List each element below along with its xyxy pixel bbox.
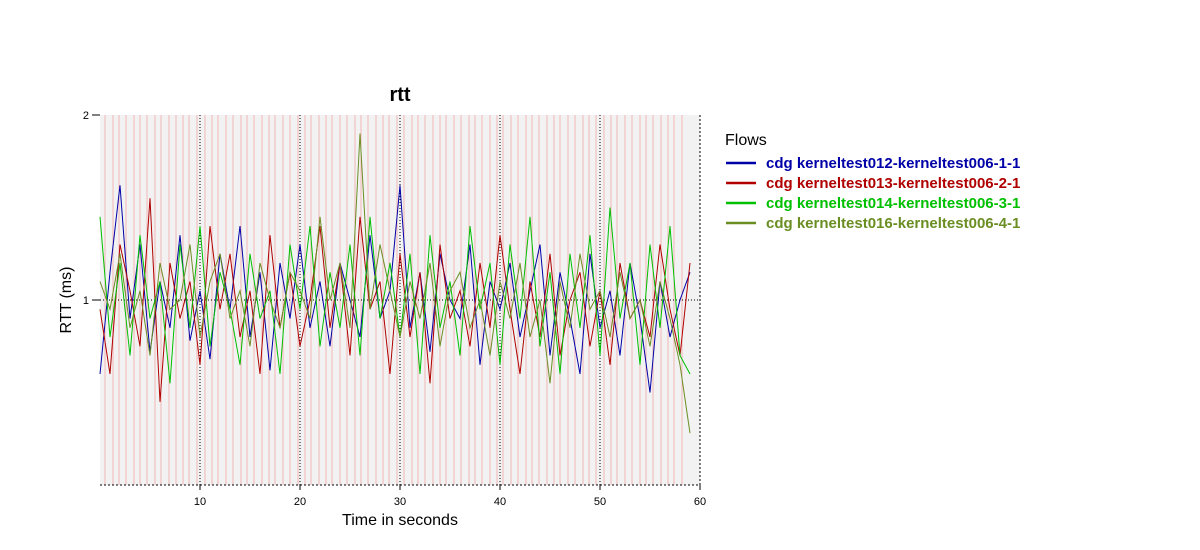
axes: 10 20 30 40 50 60 1 2 <box>83 110 706 508</box>
x-tick-label: 30 <box>394 496 406 508</box>
chart-title: rtt <box>389 84 410 106</box>
x-tick-label: 20 <box>294 496 306 508</box>
legend: Flows cdg kerneltest012-kerneltest006-1-… <box>725 132 1020 232</box>
legend-entry: cdg kerneltest012-kerneltest006-1-1 <box>766 155 1020 172</box>
x-tick-label: 60 <box>694 496 706 508</box>
legend-items: cdg kerneltest012-kerneltest006-1-1 cdg k… <box>726 155 1020 232</box>
x-tick-label: 40 <box>494 496 506 508</box>
y-tick-label: 1 <box>83 295 89 307</box>
legend-entry: cdg kerneltest016-kerneltest006-4-1 <box>766 215 1020 232</box>
series-line-1 <box>99 185 691 393</box>
x-tick-label: 50 <box>594 496 606 508</box>
y-axis-label: RTT (ms) <box>58 267 75 334</box>
y-tick-label: 2 <box>83 110 89 122</box>
legend-entry: cdg kerneltest014-kerneltest006-3-1 <box>766 195 1020 212</box>
legend-title: Flows <box>725 132 767 149</box>
x-tick-label: 10 <box>194 496 206 508</box>
legend-entry: cdg kerneltest013-kerneltest006-2-1 <box>766 175 1020 192</box>
series-line-3 <box>99 207 691 384</box>
series-line-4 <box>99 133 691 434</box>
plot-area <box>100 115 700 485</box>
series-lines <box>99 133 691 434</box>
x-axis-label: Time in seconds <box>342 512 458 529</box>
